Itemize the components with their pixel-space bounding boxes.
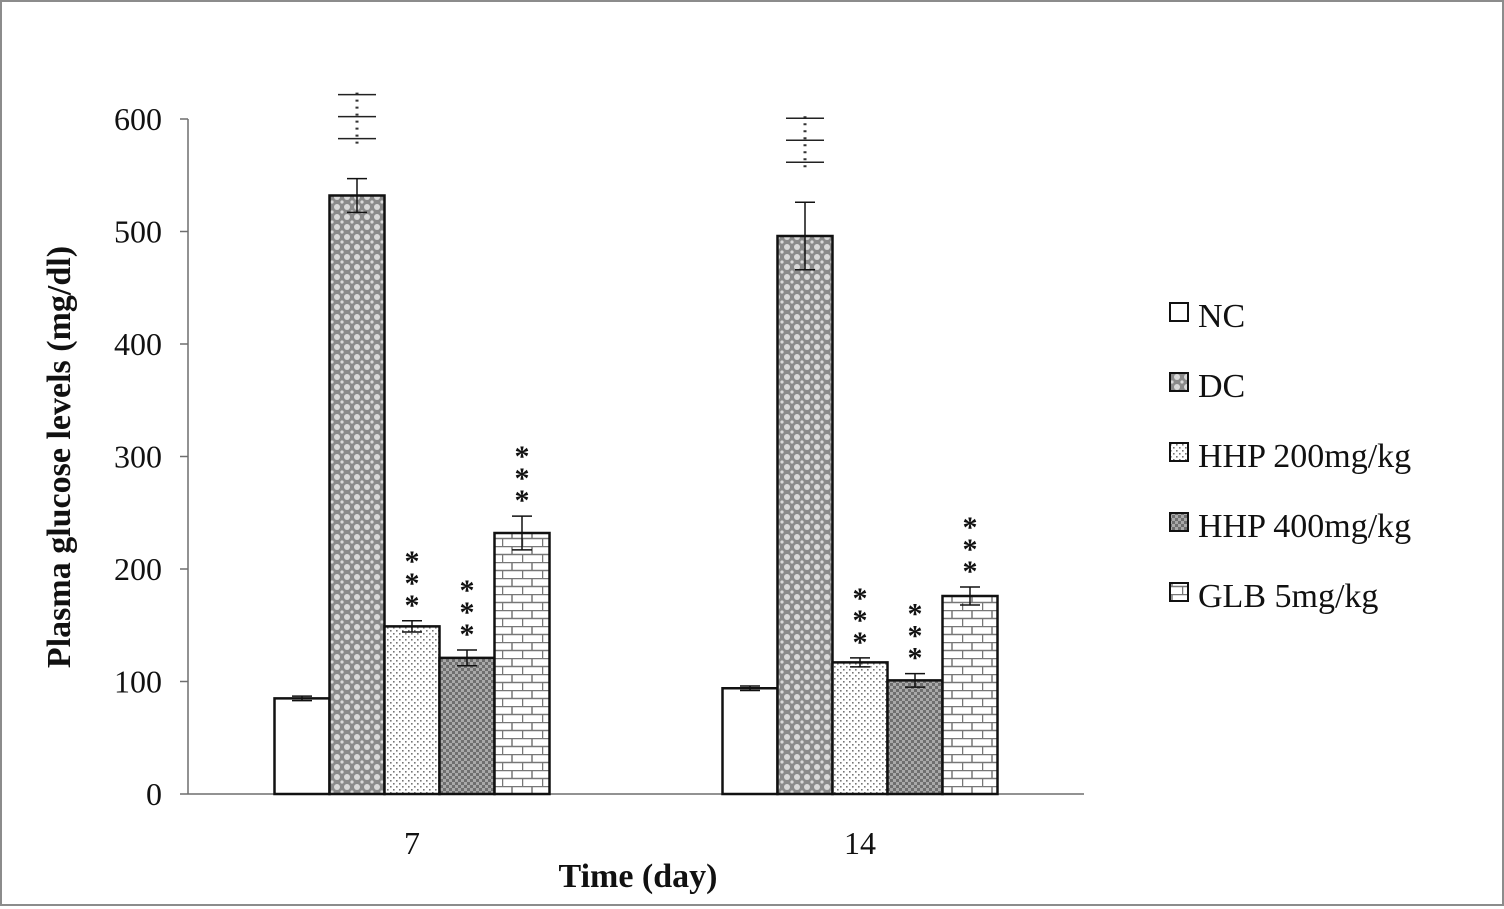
significance-star: * bbox=[515, 462, 530, 495]
significance-star: * bbox=[908, 598, 923, 631]
significance-star: * bbox=[853, 582, 868, 615]
legend-swatch bbox=[1169, 582, 1189, 602]
y-tick-label: 0 bbox=[146, 776, 162, 812]
y-tick-label: 200 bbox=[114, 551, 162, 587]
y-axis-title: Plasma glucose levels (mg/dl) bbox=[41, 246, 78, 668]
significance-star: * bbox=[405, 567, 420, 600]
bar bbox=[941, 594, 999, 796]
legend-swatch bbox=[1169, 302, 1189, 322]
bar bbox=[831, 661, 889, 796]
legend: NC DC HHP 200mg/kg HHP 400mg/kg GLB 5mg/kg bbox=[1169, 298, 1411, 615]
axes: 0 100 200 300 400 500 600 7 14 bbox=[114, 101, 1084, 861]
legend-label: DC bbox=[1198, 368, 1245, 405]
significance-star: * bbox=[460, 618, 475, 651]
legend-label: HHP 400mg/kg bbox=[1198, 508, 1411, 545]
significance-star: * bbox=[908, 642, 923, 675]
bar bbox=[493, 531, 551, 796]
x-tick-label: 14 bbox=[844, 825, 876, 861]
legend-swatch bbox=[1169, 372, 1189, 392]
significance-star: * bbox=[963, 555, 978, 588]
y-tick-label: 300 bbox=[114, 439, 162, 475]
y-tick-label: 500 bbox=[114, 214, 162, 250]
x-tick-label: 7 bbox=[404, 825, 420, 861]
legend-swatch bbox=[1169, 442, 1189, 462]
significance-star: * bbox=[908, 620, 923, 653]
significance-star: * bbox=[853, 626, 868, 659]
y-tick-label: 600 bbox=[114, 101, 162, 137]
significance-dagger bbox=[786, 114, 824, 168]
bar bbox=[383, 625, 441, 796]
bar bbox=[721, 687, 779, 796]
significance-star: * bbox=[405, 545, 420, 578]
legend-swatch bbox=[1169, 512, 1189, 532]
significance-star: * bbox=[460, 596, 475, 629]
significance-star: * bbox=[853, 604, 868, 637]
significance-star: * bbox=[405, 589, 420, 622]
bar bbox=[886, 679, 944, 796]
bar bbox=[328, 194, 386, 796]
legend-label: NC bbox=[1198, 298, 1245, 335]
legend-label: HHP 200mg/kg bbox=[1198, 438, 1411, 475]
y-tick-label: 400 bbox=[114, 326, 162, 362]
significance-dagger bbox=[338, 90, 376, 144]
legend-label: GLB 5mg/kg bbox=[1198, 578, 1378, 615]
significance-star: * bbox=[515, 440, 530, 473]
significance-star: * bbox=[460, 574, 475, 607]
significance-star: * bbox=[515, 484, 530, 517]
bar bbox=[776, 234, 834, 796]
significance-star: * bbox=[963, 511, 978, 544]
bar bbox=[273, 697, 331, 796]
y-tick-label: 100 bbox=[114, 664, 162, 700]
x-axis-title: Time (day) bbox=[559, 858, 718, 895]
significance-star: * bbox=[963, 533, 978, 566]
bar bbox=[438, 656, 496, 796]
bars: ****************** bbox=[273, 90, 999, 796]
